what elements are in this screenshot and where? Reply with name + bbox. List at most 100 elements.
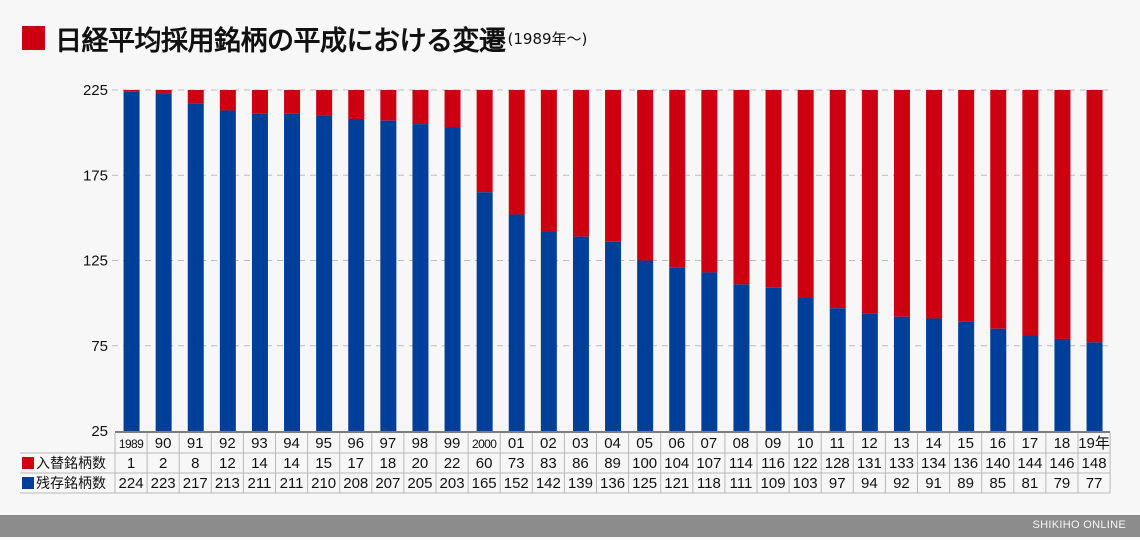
- data-label-replaced: 104: [664, 455, 689, 472]
- bar-remaining: [958, 321, 975, 431]
- data-label-replaced: 60: [476, 455, 493, 472]
- table-row-label: 残存銘柄数: [36, 476, 106, 492]
- x-tick-label: 99: [444, 435, 461, 452]
- bar-remaining: [893, 316, 910, 431]
- bar-remaining: [251, 113, 268, 432]
- x-tick-label: 18: [1054, 435, 1071, 452]
- data-label-remaining: 125: [632, 475, 657, 492]
- bar-replaced: [155, 90, 172, 94]
- bar-remaining: [187, 103, 204, 431]
- data-label-remaining: 109: [761, 475, 786, 492]
- bar-replaced: [572, 90, 589, 237]
- bar-remaining: [605, 241, 622, 431]
- data-label-remaining: 211: [247, 475, 271, 492]
- bar-remaining: [508, 214, 525, 431]
- x-tick-label: 98: [412, 435, 429, 452]
- data-label-replaced: 136: [953, 455, 978, 472]
- data-label-replaced: 12: [219, 455, 236, 472]
- bar-replaced: [348, 90, 365, 119]
- x-tick-label: 12: [861, 435, 878, 452]
- data-label-replaced: 128: [825, 455, 850, 472]
- x-tick-label: 08: [733, 435, 750, 452]
- data-label-remaining: 92: [893, 475, 910, 492]
- data-label-remaining: 205: [407, 475, 432, 492]
- x-tick-label: 13: [893, 435, 910, 452]
- data-label-replaced: 14: [283, 455, 300, 472]
- bar-remaining: [669, 267, 686, 431]
- bar-replaced: [508, 90, 525, 215]
- data-label-remaining: 97: [829, 475, 846, 492]
- bar-replaced: [990, 90, 1007, 329]
- data-label-replaced: 15: [315, 455, 332, 472]
- data-label-replaced: 1: [127, 455, 135, 472]
- bar-remaining: [861, 313, 878, 431]
- bar-remaining: [1054, 338, 1071, 431]
- bar-replaced: [669, 90, 686, 268]
- data-label-replaced: 114: [729, 455, 753, 472]
- x-tick-label: 1989: [119, 437, 144, 451]
- data-label-replaced: 122: [793, 455, 818, 472]
- bar-remaining: [412, 124, 429, 431]
- data-label-replaced: 14: [251, 455, 268, 472]
- bar-replaced: [958, 90, 975, 322]
- bar-replaced: [251, 90, 268, 114]
- chart-title: 日経平均採用銘柄の平成における変遷 (1989年〜): [22, 20, 588, 57]
- x-tick-label: 05: [636, 435, 653, 452]
- bar-replaced: [829, 90, 846, 309]
- bar-replaced: [605, 90, 622, 242]
- x-tick-label: 16: [989, 435, 1006, 452]
- bar-remaining: [733, 284, 750, 431]
- data-label-remaining: 203: [440, 475, 465, 492]
- bar-replaced: [219, 90, 236, 111]
- x-tick-label: 04: [604, 435, 621, 452]
- y-axis-ticks: 225 175 125 75 25: [83, 82, 108, 440]
- bar-remaining: [797, 298, 814, 431]
- data-label-replaced: 2: [159, 455, 167, 472]
- x-tick-label: 2000: [472, 437, 497, 451]
- bar-replaced: [893, 90, 910, 317]
- x-tick-label: 14: [925, 435, 942, 452]
- data-label-remaining: 81: [1022, 475, 1039, 492]
- bar-remaining: [476, 192, 493, 431]
- y-tick-label: 75: [91, 338, 108, 355]
- legend-swatch-remaining: [22, 477, 34, 489]
- x-tick-label: 95: [315, 435, 332, 452]
- x-tick-label: 10: [797, 435, 814, 452]
- bar-replaced: [1022, 90, 1039, 336]
- bar-remaining: [990, 328, 1007, 431]
- x-tick-label: 90: [155, 435, 172, 452]
- data-label-remaining: 136: [600, 475, 625, 492]
- data-label-replaced: 20: [412, 455, 429, 472]
- data-label-remaining: 79: [1054, 475, 1071, 492]
- data-label-replaced: 89: [604, 455, 621, 472]
- bar-remaining: [1086, 342, 1103, 431]
- title-main: 日経平均採用銘柄の平成における変遷: [55, 25, 506, 57]
- bar-replaced: [444, 90, 461, 128]
- title-subtitle: (1989年〜): [507, 29, 588, 48]
- x-tick-label: 11: [829, 435, 845, 452]
- data-label-remaining: 208: [343, 475, 368, 492]
- x-tick-label: 94: [283, 435, 300, 452]
- data-table: 入替銘柄数残存銘柄数198912249022239182179212213931…: [20, 431, 1111, 494]
- bar-replaced: [765, 90, 782, 288]
- x-tick-label: 96: [347, 435, 364, 452]
- bar-remaining: [701, 272, 718, 431]
- bar-replaced: [701, 90, 718, 273]
- data-label-replaced: 8: [191, 455, 199, 472]
- data-label-replaced: 116: [761, 455, 785, 472]
- bar-remaining: [348, 118, 365, 432]
- bar-remaining: [765, 287, 782, 431]
- data-label-replaced: 73: [508, 455, 525, 472]
- bar-replaced: [540, 90, 557, 232]
- x-tick-label: 19年: [1078, 435, 1110, 452]
- x-tick-label: 01: [508, 435, 525, 452]
- bar-remaining: [829, 308, 846, 431]
- data-label-remaining: 217: [183, 475, 208, 492]
- data-label-remaining: 213: [215, 475, 240, 492]
- bar-replaced: [797, 90, 814, 299]
- bar-remaining: [444, 127, 461, 431]
- data-label-remaining: 94: [861, 475, 878, 492]
- x-tick-label: 17: [1022, 435, 1039, 452]
- data-label-replaced: 140: [985, 455, 1010, 472]
